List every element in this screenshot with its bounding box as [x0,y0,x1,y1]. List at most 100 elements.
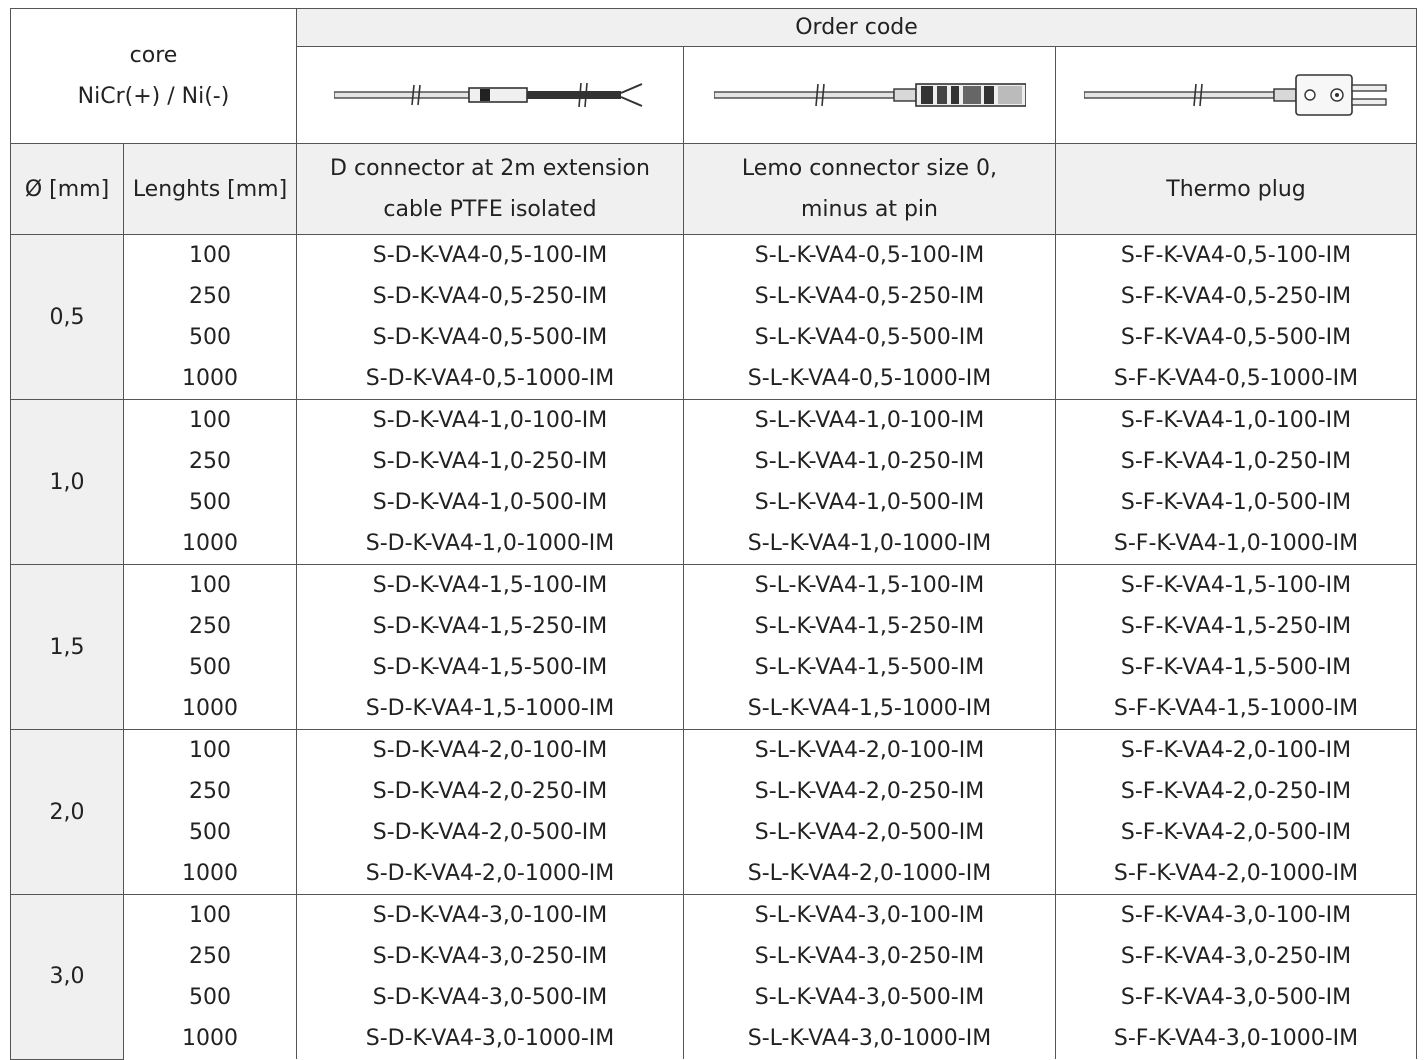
thermo-plug-code-cell: S-F-K-VA4-3,0-250-IM [1054,936,1418,977]
probe-image-d-cell [296,46,684,144]
thermo-plug-code-cell: S-F-K-VA4-3,0-100-IM [1054,894,1418,936]
length-cell: 250 [123,441,297,482]
thermo-plug-code-cell: S-F-K-VA4-2,0-250-IM [1054,771,1418,812]
diameter-cell: 2,0 [10,729,124,895]
thermo-plug-code-cell: S-F-K-VA4-2,0-100-IM [1054,729,1418,771]
table-row: 1000 S-D-K-VA4-0,5-1000-IM S-L-K-VA4-0,5-1… [11,358,1418,400]
lemo-connector-code-cell: S-L-K-VA4-3,0-100-IM [683,894,1056,936]
d-connector-code-cell: S-D-K-VA4-3,0-100-IM [296,894,684,936]
thermo-plug-code-cell: S-F-K-VA4-1,0-500-IM [1054,482,1418,523]
thermo-plug-code-cell: S-F-K-VA4-1,5-1000-IM [1054,688,1418,730]
diameter-cell: 3,0 [10,894,124,1060]
length-cell: 100 [123,234,297,276]
table-row: 0,5 100 S-D-K-VA4-0,5-100-IM S-L-K-VA4-0,5-… [10,234,1418,400]
d-connector-code-cell: S-D-K-VA4-1,5-100-IM [296,564,684,606]
lemo-connector-code-cell: S-L-K-VA4-2,0-250-IM [683,771,1056,812]
core-material-label: NiCr(+) / Ni(-) [77,84,230,109]
length-cell: 500 [123,812,297,853]
thermo-plug-code-cell: S-F-K-VA4-3,0-1000-IM [1054,1018,1418,1059]
d-connector-header-line2: cable PTFE isolated [383,197,597,222]
lemo-connector-code-cell: S-L-K-VA4-1,5-1000-IM [683,688,1056,730]
lemo-connector-code-cell: S-L-K-VA4-0,5-100-IM [683,234,1056,276]
d-connector-code-cell: S-D-K-VA4-1,5-1000-IM [296,688,684,730]
lemo-connector-code-cell: S-L-K-VA4-1,5-250-IM [683,606,1056,647]
thermo-plug-code-cell: S-F-K-VA4-3,0-500-IM [1054,977,1418,1018]
thermo-plug-header: Thermo plug [1054,143,1418,235]
length-cell: 1000 [123,523,297,565]
length-cell: 1000 [123,358,297,400]
lemo-connector-code-cell: S-L-K-VA4-3,0-500-IM [683,977,1056,1018]
table-row: 1,0 100 S-D-K-VA4-1,0-100-IM S-L-K-VA4-1,0-… [10,399,1418,565]
table-row: 2,0 100 S-D-K-VA4-2,0-100-IM S-L-K-VA4-2,0-… [10,729,1418,895]
d-connector-code-cell: S-D-K-VA4-2,0-100-IM [296,729,684,771]
lemo-connector-code-cell: S-L-K-VA4-2,0-100-IM [683,729,1056,771]
d-connector-header-line1: D connector at 2m extension [330,156,650,181]
lemo-connector-header: Lemo connector size 0, minus at pin [683,143,1056,235]
table-row: 500 S-D-K-VA4-1,0-500-IM S-L-K-VA4-1,0-500… [11,482,1418,523]
lemo-connector-code-cell: S-L-K-VA4-0,5-1000-IM [683,358,1056,400]
d-connector-code-cell: S-D-K-VA4-2,0-500-IM [296,812,684,853]
d-connector-code-cell: S-D-K-VA4-1,0-500-IM [296,482,684,523]
probe-d-connector-icon [334,82,643,108]
length-cell: 250 [123,276,297,317]
probe-lemo-connector-icon [713,83,1026,107]
length-header: Lenghts [mm] [123,143,297,235]
length-cell: 100 [123,564,297,606]
length-cell: 500 [123,482,297,523]
length-cell: 500 [123,977,297,1018]
probe-image-f-cell [1054,46,1418,144]
thermo-plug-code-cell: S-F-K-VA4-2,0-500-IM [1054,812,1418,853]
length-cell: 100 [123,729,297,771]
d-connector-code-cell: S-D-K-VA4-1,5-500-IM [296,647,684,688]
lemo-connector-code-cell: S-L-K-VA4-1,5-500-IM [683,647,1056,688]
lemo-connector-header-line1: Lemo connector size 0, [741,156,998,181]
lemo-connector-code-cell: S-L-K-VA4-1,0-250-IM [683,441,1056,482]
order-code-table: core NiCr(+) / Ni(-) Order code [10,8,1418,1060]
lemo-connector-code-cell: S-L-K-VA4-3,0-1000-IM [683,1018,1056,1059]
table-row: 250 S-D-K-VA4-1,5-250-IM S-L-K-VA4-1,5-250… [11,606,1418,647]
lemo-connector-code-cell: S-L-K-VA4-2,0-500-IM [683,812,1056,853]
lemo-connector-header-line2: minus at pin [800,197,938,222]
length-cell: 1000 [123,688,297,730]
table-row: 500 S-D-K-VA4-3,0-500-IM S-L-K-VA4-3,0-500… [11,977,1418,1018]
diameter-header: Ø [mm] [10,143,124,235]
d-connector-code-cell: S-D-K-VA4-1,5-250-IM [296,606,684,647]
thermo-plug-code-cell: S-F-K-VA4-0,5-500-IM [1054,317,1418,358]
length-cell: 1000 [123,1018,297,1059]
thermo-plug-code-cell: S-F-K-VA4-0,5-250-IM [1054,276,1418,317]
d-connector-code-cell: S-D-K-VA4-1,0-250-IM [296,441,684,482]
thermo-plug-code-cell: S-F-K-VA4-2,0-1000-IM [1054,853,1418,895]
lemo-connector-code-cell: S-L-K-VA4-3,0-250-IM [683,936,1056,977]
table-row: 500 S-D-K-VA4-0,5-500-IM S-L-K-VA4-0,5-500… [11,317,1418,358]
lemo-connector-code-cell: S-L-K-VA4-0,5-250-IM [683,276,1056,317]
lemo-connector-code-cell: S-L-K-VA4-1,0-1000-IM [683,523,1056,565]
length-cell: 100 [123,894,297,936]
table-row: 1,5 100 S-D-K-VA4-1,5-100-IM S-L-K-VA4-1,5-… [10,564,1418,730]
d-connector-code-cell: S-D-K-VA4-0,5-250-IM [296,276,684,317]
lemo-connector-code-cell: S-L-K-VA4-1,0-500-IM [683,482,1056,523]
core-header-cell: core NiCr(+) / Ni(-) [10,8,297,144]
d-connector-code-cell: S-D-K-VA4-0,5-500-IM [296,317,684,358]
length-cell: 1000 [123,853,297,895]
lemo-connector-code-cell: S-L-K-VA4-0,5-500-IM [683,317,1056,358]
thermo-plug-code-cell: S-F-K-VA4-0,5-100-IM [1054,234,1418,276]
table-row: 3,0 100 S-D-K-VA4-3,0-100-IM S-L-K-VA4-3,0-… [10,894,1418,1060]
diameter-cell: 1,0 [10,399,124,565]
d-connector-code-cell: S-D-K-VA4-2,0-250-IM [296,771,684,812]
d-connector-code-cell: S-D-K-VA4-1,0-1000-IM [296,523,684,565]
probe-thermo-plug-icon [1084,74,1387,116]
length-cell: 500 [123,317,297,358]
length-cell: 500 [123,647,297,688]
thermo-plug-code-cell: S-F-K-VA4-1,0-100-IM [1054,399,1418,441]
probe-image-l-cell [683,46,1056,144]
table-row: 1000 S-D-K-VA4-1,5-1000-IM S-L-K-VA4-1,5-1… [11,688,1418,730]
thermo-plug-code-cell: S-F-K-VA4-1,5-100-IM [1054,564,1418,606]
d-connector-code-cell: S-D-K-VA4-1,0-100-IM [296,399,684,441]
table-row: 1000 S-D-K-VA4-1,0-1000-IM S-L-K-VA4-1,0-1… [11,523,1418,565]
order-code-header: Order code [295,8,1418,47]
d-connector-code-cell: S-D-K-VA4-3,0-500-IM [296,977,684,1018]
diameter-cell: 0,5 [10,234,124,400]
d-connector-code-cell: S-D-K-VA4-2,0-1000-IM [296,853,684,895]
table-row: 500 S-D-K-VA4-1,5-500-IM S-L-K-VA4-1,5-500… [11,647,1418,688]
table-row: 500 S-D-K-VA4-2,0-500-IM S-L-K-VA4-2,0-500… [11,812,1418,853]
